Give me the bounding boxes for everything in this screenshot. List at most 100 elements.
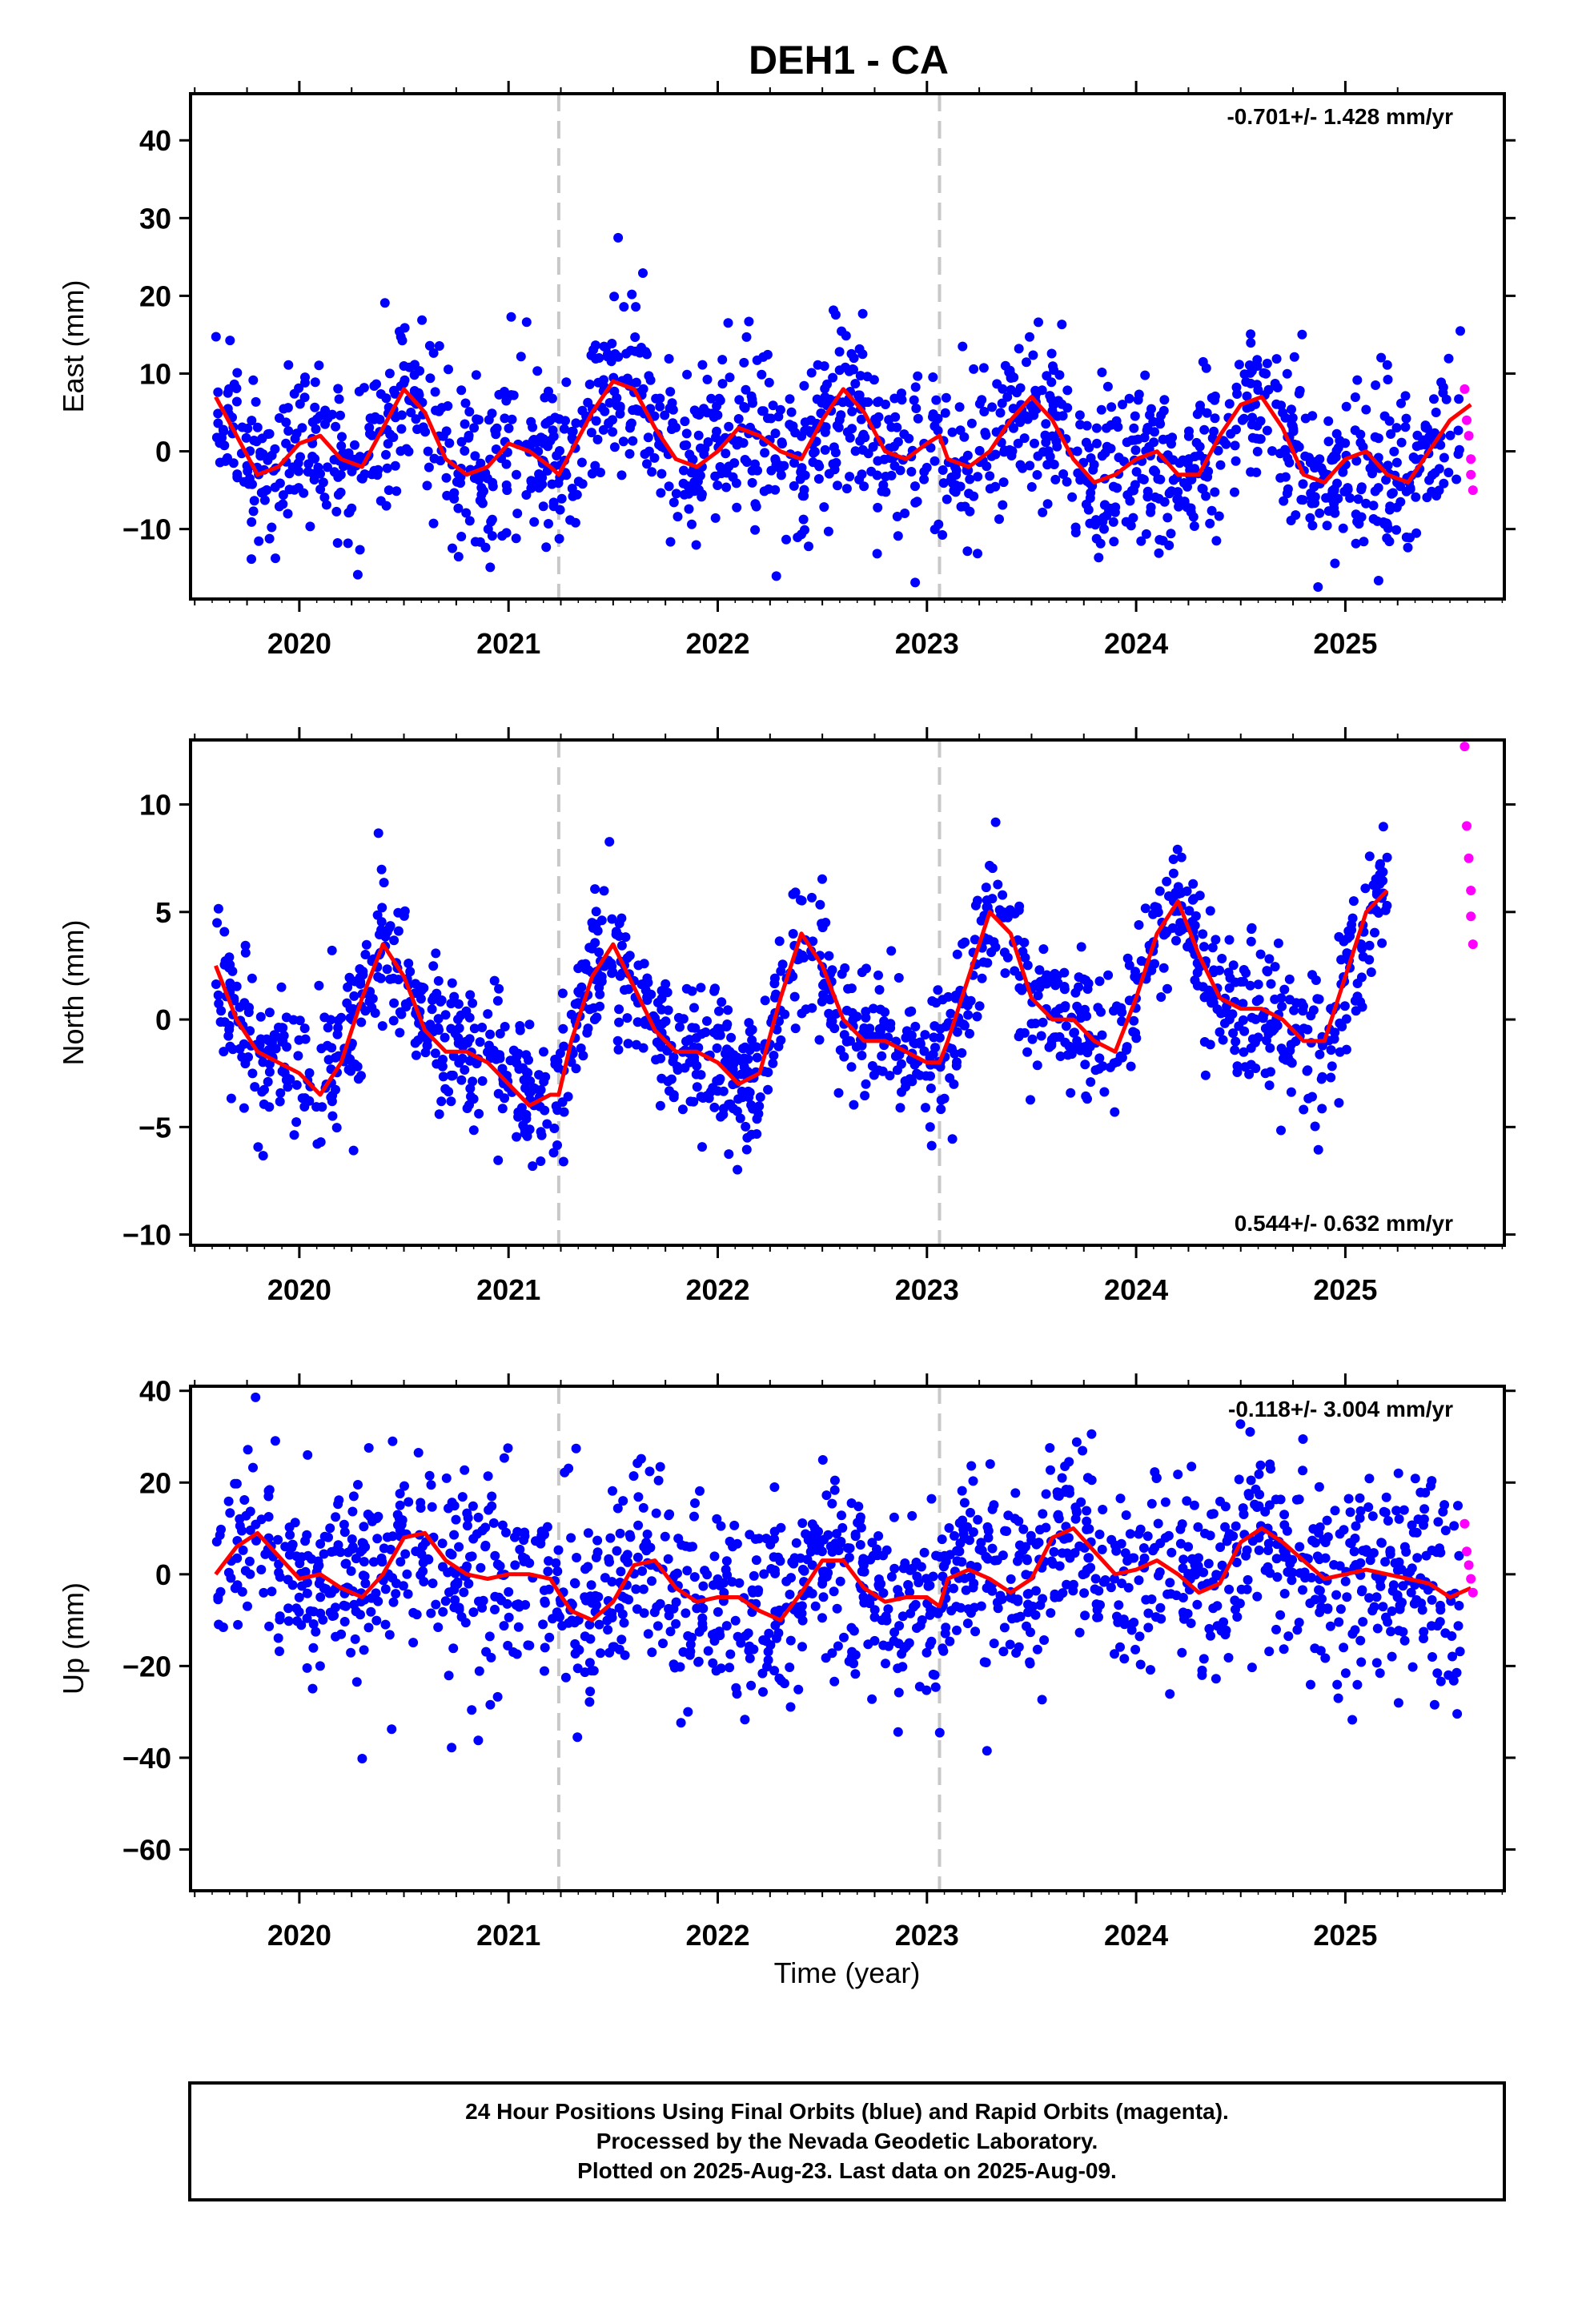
up-final-orbit-point (339, 1600, 349, 1610)
up-final-orbit-point (1177, 1647, 1187, 1658)
north-final-orbit-point (1038, 944, 1049, 955)
north-final-orbit-point (379, 878, 389, 888)
east-final-orbit-point (347, 466, 357, 476)
north-final-orbit-point (947, 1134, 958, 1144)
east-final-orbit-point (638, 384, 648, 394)
east-final-orbit-point (396, 410, 407, 420)
east-final-orbit-point (1126, 485, 1137, 496)
up-final-orbit-point (359, 1645, 369, 1655)
east-final-orbit-point (850, 379, 861, 389)
east-final-orbit-point (997, 398, 1007, 408)
east-final-orbit-point (1026, 482, 1037, 492)
up-final-orbit-point (605, 1533, 616, 1543)
up-final-orbit-point (791, 1538, 801, 1548)
up-final-orbit-point (1110, 1574, 1119, 1584)
north-final-orbit-point (493, 1155, 504, 1165)
north-final-orbit-point (524, 1088, 534, 1098)
north-final-orbit-point (216, 1006, 227, 1016)
east-final-orbit-point (853, 390, 863, 400)
east-final-orbit-point (665, 537, 676, 547)
up-final-orbit-point (396, 1557, 406, 1567)
east-final-orbit-point (248, 506, 259, 517)
up-final-orbit-point (544, 1584, 554, 1594)
up-final-orbit-point (878, 1640, 889, 1651)
up-final-orbit-point (624, 1530, 635, 1540)
east-final-orbit-point (472, 414, 482, 424)
up-final-orbit-point (898, 1563, 909, 1574)
north-final-orbit-point (663, 1005, 673, 1015)
east-final-orbit-point (554, 533, 564, 544)
up-final-orbit-point (490, 1591, 500, 1602)
north-final-orbit-point (1334, 931, 1344, 942)
up-final-orbit-point (914, 1682, 925, 1692)
east-final-orbit-point (556, 493, 567, 504)
north-final-orbit-point (525, 1076, 536, 1086)
east-final-orbit-point (501, 396, 512, 406)
up-final-orbit-point (1315, 1646, 1326, 1656)
up-final-orbit-point (1427, 1546, 1437, 1555)
north-final-orbit-point (652, 1037, 662, 1047)
north-final-orbit-point (384, 923, 395, 933)
up-final-orbit-point (1165, 1689, 1175, 1699)
east-final-orbit-point (453, 503, 464, 513)
east-final-orbit-point (724, 421, 734, 432)
north-final-orbit-point (938, 995, 948, 1005)
east-final-orbit-point (1350, 392, 1360, 402)
north-final-orbit-point (874, 985, 885, 995)
north-final-orbit-point (1076, 942, 1086, 952)
up-final-orbit-point (681, 1541, 691, 1551)
east-final-orbit-point (873, 456, 883, 466)
up-final-orbit-point (846, 1498, 857, 1508)
up-final-orbit-point (1292, 1625, 1303, 1635)
north-final-orbit-point (708, 1083, 718, 1093)
north-final-orbit-point (1217, 954, 1227, 963)
up-final-orbit-point (308, 1642, 319, 1653)
up-final-orbit-point (1419, 1504, 1430, 1514)
east-plot-area (211, 94, 1478, 599)
up-final-orbit-point (1231, 1558, 1242, 1567)
east-final-orbit-point (979, 407, 990, 416)
up-final-orbit-point (769, 1526, 780, 1537)
east-final-orbit-point (381, 393, 391, 404)
north-final-orbit-point (974, 1001, 985, 1011)
east-final-orbit-point (1159, 395, 1170, 405)
up-final-orbit-point (1071, 1437, 1082, 1447)
east-final-orbit-point (608, 427, 618, 437)
north-final-orbit-point (299, 1023, 310, 1034)
east-final-orbit-point (1267, 446, 1277, 456)
east-final-orbit-point (776, 470, 786, 480)
up-final-orbit-point (1358, 1546, 1368, 1556)
up-final-orbit-point (1215, 1496, 1225, 1506)
north-final-orbit-point (837, 969, 847, 979)
up-final-orbit-point (660, 1531, 670, 1542)
up-final-orbit-point (1315, 1607, 1325, 1618)
east-final-orbit-point (820, 444, 830, 455)
up-final-orbit-point (1358, 1617, 1368, 1627)
east-final-orbit-point (1215, 460, 1226, 470)
up-final-orbit-point (725, 1536, 735, 1546)
east-final-orbit-point (411, 414, 421, 424)
east-final-orbit-point (526, 476, 536, 487)
east-final-orbit-point (1162, 513, 1173, 523)
up-final-orbit-point (321, 1584, 331, 1594)
north-final-orbit-point (1162, 927, 1172, 937)
up-final-orbit-point (934, 1727, 945, 1738)
north-final-orbit-point (1426, 0, 1435, 5)
north-final-orbit-point (461, 1006, 472, 1016)
up-final-orbit-point (416, 1503, 426, 1513)
up-final-orbit-point (225, 1508, 235, 1518)
up-final-orbit-point (1130, 1644, 1141, 1655)
north-final-orbit-point (1364, 851, 1375, 862)
east-final-orbit-point (1091, 517, 1101, 528)
up-final-orbit-point (408, 1607, 419, 1618)
up-final-orbit-point (1216, 1626, 1227, 1636)
north-final-orbit-point (1187, 895, 1198, 905)
up-final-orbit-point (1399, 1635, 1410, 1646)
north-final-orbit-point (877, 1051, 887, 1061)
up-final-orbit-point (291, 1603, 302, 1614)
east-final-orbit-point (1341, 401, 1351, 412)
east-final-orbit-point (1411, 528, 1422, 538)
north-final-orbit-point (1253, 1032, 1263, 1043)
north-final-orbit-point (521, 1050, 532, 1060)
up-final-orbit-point (553, 1545, 564, 1555)
